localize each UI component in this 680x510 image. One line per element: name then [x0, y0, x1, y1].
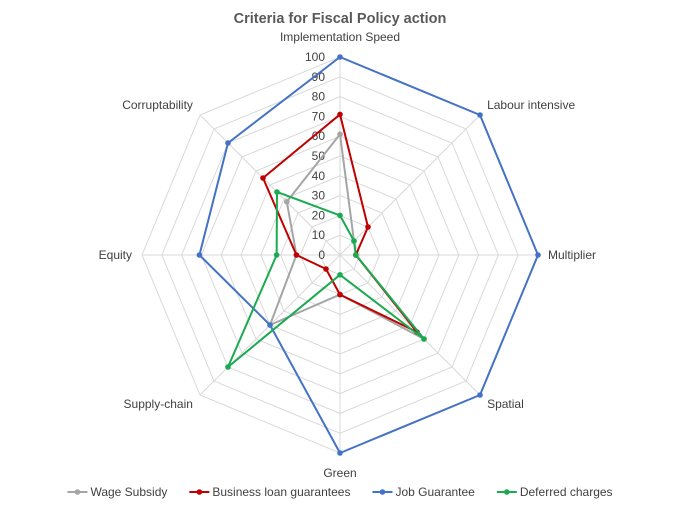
data-point: [337, 54, 343, 60]
legend-label: Wage Subsidy: [90, 485, 167, 499]
grid-spoke: [199, 114, 341, 256]
category-label: Green: [323, 466, 356, 480]
data-point: [337, 450, 343, 456]
data-point: [337, 111, 343, 118]
data-point: [323, 266, 329, 272]
data-point: [337, 212, 343, 219]
data-point: [283, 198, 290, 205]
data-point: [351, 238, 357, 244]
legend-marker: [504, 489, 510, 495]
legend: Wage Subsidy Business loan guarantees Job …: [67, 485, 613, 499]
radar-grid: [141, 56, 539, 454]
data-point: [421, 336, 427, 342]
data-point: [225, 364, 231, 370]
radial-tick-label: 30: [312, 189, 326, 203]
legend-label: Job Guarantee: [395, 485, 475, 499]
data-point: [225, 140, 231, 146]
data-point: [337, 131, 343, 138]
category-label: Multiplier: [548, 248, 596, 262]
legend-item: Business loan guarantees: [189, 485, 350, 499]
data-point: [293, 252, 300, 258]
data-point: [337, 291, 343, 298]
category-label: Labour intensive: [487, 98, 575, 112]
legend-marker: [379, 489, 386, 495]
category-label: Corruptability: [122, 98, 193, 112]
data-point: [273, 252, 280, 258]
radial-tick-label: 50: [312, 149, 326, 163]
data-point: [260, 175, 266, 181]
data-point: [535, 252, 541, 258]
series-group: [225, 189, 427, 370]
series-line: [268, 133, 426, 341]
legend-marker: [196, 489, 203, 495]
series-group: [196, 54, 541, 456]
radial-tick-label: 90: [312, 70, 326, 84]
legend-item: Deferred charges: [496, 485, 613, 499]
chart-title: Criteria for Fiscal Policy action: [234, 11, 447, 27]
radial-tick-label: 10: [312, 228, 326, 242]
data-point: [353, 252, 359, 258]
legend-label: Business loan guarantees: [212, 485, 350, 499]
category-label: Supply-chain: [124, 397, 193, 411]
radial-tick-label: 60: [312, 129, 326, 143]
data-point: [477, 112, 483, 118]
category-labels: Implementation Speed Labour intensive Mult…: [99, 30, 596, 480]
category-label: Spatial: [487, 397, 524, 411]
data-point: [267, 322, 273, 328]
radial-tick-label: 80: [312, 90, 326, 104]
data-point: [477, 392, 483, 398]
data-point: [337, 272, 343, 278]
legend-label: Deferred charges: [520, 485, 613, 499]
series-line: [226, 190, 426, 369]
category-label: Implementation Speed: [280, 30, 400, 44]
grid-spoke: [339, 254, 481, 396]
data-point: [196, 252, 203, 258]
grid-spoke: [339, 114, 481, 256]
category-label: Equity: [99, 248, 132, 262]
data-point: [365, 224, 371, 230]
radial-tick-label: 100: [305, 50, 325, 64]
legend-marker: [74, 489, 81, 495]
radial-tick-label: 70: [312, 109, 326, 123]
data-point: [274, 189, 280, 195]
series-group: [196, 54, 541, 456]
radial-tick-labels: 0 10 20 30 40 50 60 70 80 90 100: [305, 50, 325, 262]
legend-item: Job Guarantee: [372, 485, 475, 499]
legend-item: Wage Subsidy: [67, 485, 167, 499]
radial-tick-label: 0: [318, 248, 325, 262]
series-group: [267, 131, 427, 342]
radial-tick-label: 40: [312, 169, 326, 183]
radial-tick-label: 20: [312, 208, 326, 222]
